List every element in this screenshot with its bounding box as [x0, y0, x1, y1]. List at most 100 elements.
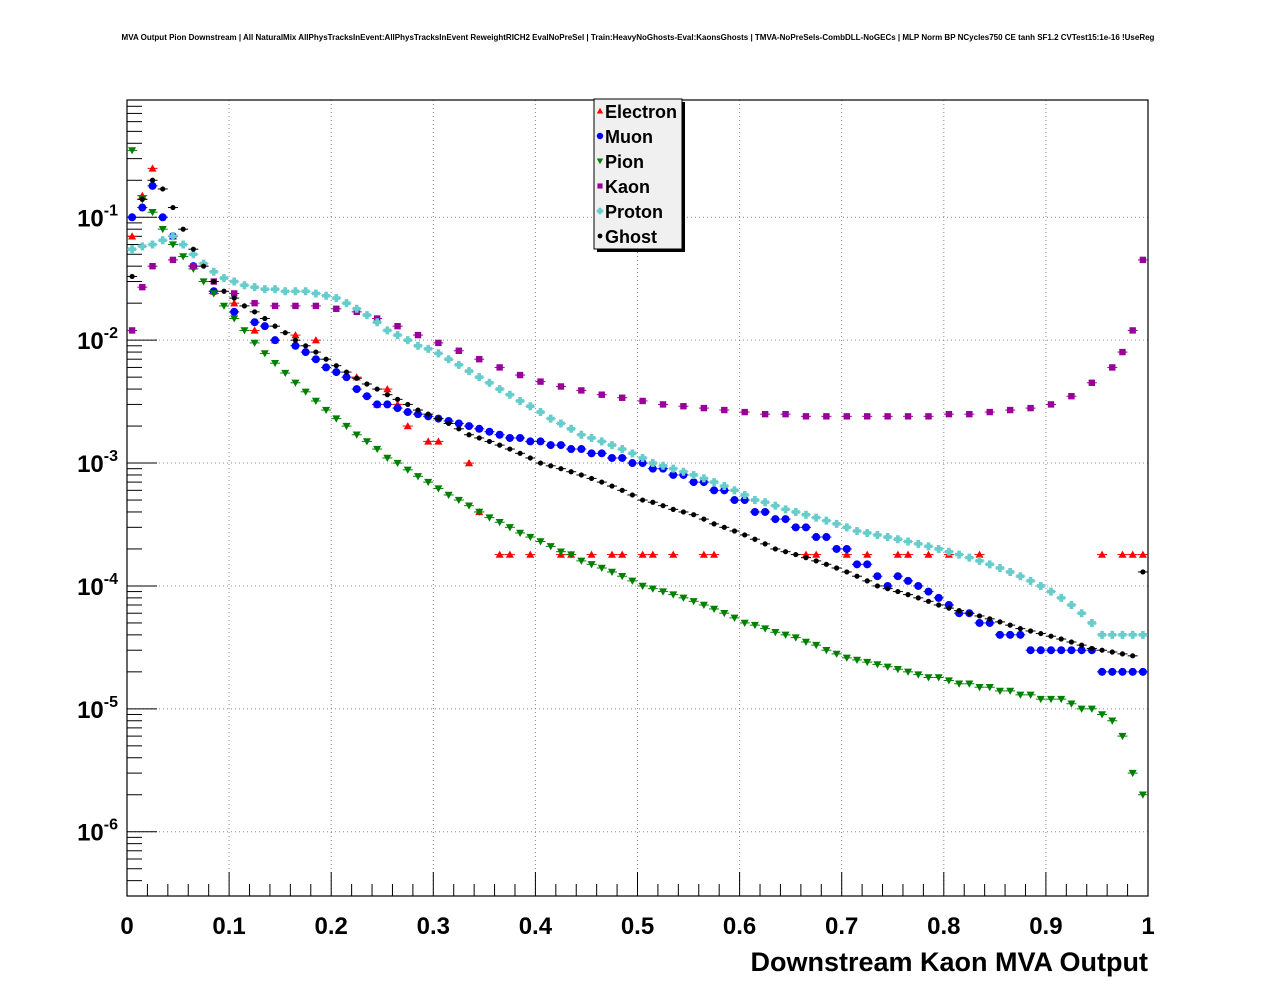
data-point — [689, 470, 698, 479]
data-point — [1138, 630, 1147, 639]
data-point — [281, 369, 290, 378]
data-point — [587, 449, 596, 458]
data-point — [904, 668, 913, 676]
data-point — [802, 413, 810, 420]
data-point — [413, 410, 422, 419]
data-point — [638, 582, 647, 590]
data-point — [1047, 695, 1056, 704]
data-point — [393, 459, 402, 468]
data-point — [394, 396, 401, 402]
data-point — [607, 453, 616, 462]
data-point — [250, 326, 259, 334]
x-tick-label: 0.7 — [825, 913, 858, 940]
data-point — [607, 550, 616, 558]
data-point — [956, 608, 962, 614]
data-point — [1007, 622, 1013, 628]
data-point — [863, 560, 872, 569]
x-tick-label: 0.2 — [315, 913, 348, 940]
legend-marker — [597, 183, 603, 189]
data-point — [618, 445, 627, 454]
data-point — [822, 533, 831, 542]
data-point — [1058, 636, 1064, 642]
data-point — [485, 427, 494, 436]
data-point — [505, 524, 514, 532]
data-point — [301, 287, 310, 296]
data-point — [648, 585, 657, 593]
data-point — [424, 437, 433, 445]
data-point — [812, 513, 821, 522]
data-point — [475, 508, 484, 516]
data-point — [435, 339, 442, 347]
data-point — [689, 478, 698, 487]
data-point — [241, 303, 248, 309]
data-point — [413, 473, 422, 481]
data-point — [1027, 628, 1034, 634]
x-tick-label: 0.6 — [723, 913, 756, 940]
data-point — [373, 445, 382, 454]
data-point — [976, 613, 983, 619]
data-point — [893, 572, 902, 581]
data-point — [701, 516, 707, 522]
data-point — [139, 196, 145, 202]
data-point — [1016, 630, 1025, 639]
data-point — [925, 413, 932, 420]
data-point — [485, 514, 494, 522]
data-point — [689, 598, 698, 606]
data-point — [853, 527, 862, 535]
data-point — [609, 483, 615, 489]
data-point — [281, 287, 290, 296]
data-point — [781, 505, 790, 514]
data-point — [1026, 691, 1035, 699]
data-point — [812, 533, 821, 542]
data-point — [1119, 348, 1126, 356]
data-point — [332, 294, 341, 303]
data-point — [517, 450, 523, 456]
data-point — [720, 486, 729, 495]
y-tick-label: 10-4 — [77, 571, 118, 601]
data-layer — [127, 147, 1148, 799]
data-point — [669, 591, 678, 599]
data-point — [883, 663, 892, 671]
data-point — [1068, 392, 1075, 400]
data-point — [648, 464, 657, 473]
data-point — [1006, 687, 1015, 695]
x-tick-label: 0.5 — [621, 913, 654, 940]
data-point — [333, 363, 339, 369]
data-point — [219, 274, 228, 283]
data-point — [301, 388, 310, 396]
data-point — [680, 509, 687, 515]
data-point — [720, 610, 729, 618]
data-point — [863, 658, 872, 667]
data-point — [1099, 647, 1105, 653]
data-point — [1067, 600, 1076, 609]
data-point — [1128, 630, 1137, 639]
data-point — [854, 573, 860, 579]
data-point — [219, 302, 228, 310]
x-tick-label: 0.1 — [212, 913, 245, 940]
data-point — [1057, 695, 1066, 704]
data-point — [149, 262, 156, 270]
data-point — [710, 486, 719, 495]
data-point — [639, 397, 646, 405]
data-point — [383, 400, 392, 409]
data-point — [343, 369, 350, 375]
data-point — [527, 455, 533, 461]
data-point — [323, 356, 329, 362]
data-point — [924, 674, 933, 682]
data-point — [975, 684, 984, 692]
data-point — [761, 498, 770, 507]
data-point — [905, 592, 911, 598]
data-point — [577, 445, 586, 454]
data-point — [822, 647, 831, 655]
data-point — [578, 472, 584, 478]
data-point — [669, 470, 678, 479]
data-point — [1006, 406, 1014, 414]
data-point — [711, 521, 717, 527]
data-point — [893, 535, 902, 544]
data-point — [720, 482, 729, 491]
data-point — [914, 539, 923, 548]
data-point — [209, 290, 218, 298]
x-tick-label: 0 — [120, 913, 133, 940]
data-point — [934, 593, 943, 602]
legend-marker — [596, 107, 604, 114]
